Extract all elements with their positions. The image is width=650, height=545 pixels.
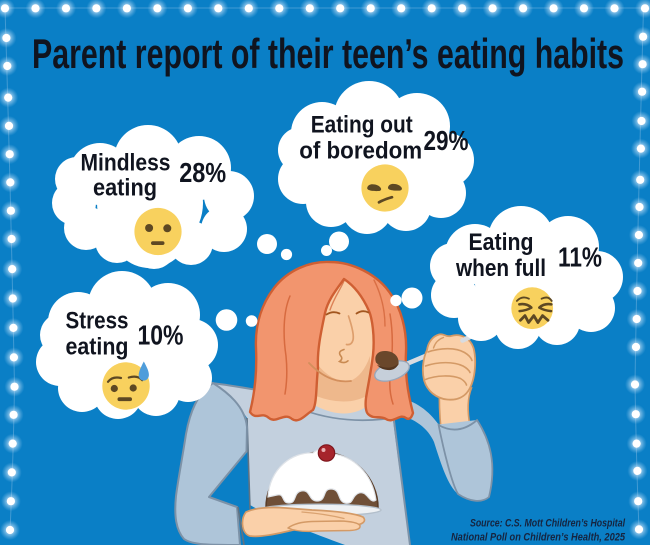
svg-text:eating: eating <box>93 175 157 202</box>
svg-text:29%: 29% <box>424 125 469 156</box>
svg-text:Source: C.S. Mott Children’s H: Source: C.S. Mott Children’s Hospital <box>470 518 626 530</box>
svg-text:eating: eating <box>66 334 129 361</box>
svg-text:Mindless: Mindless <box>81 150 171 177</box>
svg-text:28%: 28% <box>179 157 226 188</box>
svg-text:Parent report of their teen’s: Parent report of their teen’s eating hab… <box>32 30 624 77</box>
svg-text:National Poll on Children’s He: National Poll on Children’s Health, 2025 <box>451 532 626 544</box>
svg-text:of boredom: of boredom <box>299 138 422 165</box>
svg-text:Eating out: Eating out <box>311 112 413 139</box>
svg-text:when full: when full <box>455 255 546 282</box>
svg-text:11%: 11% <box>558 242 602 273</box>
svg-text:10%: 10% <box>138 320 184 351</box>
svg-text:Stress: Stress <box>66 308 129 335</box>
svg-text:Eating: Eating <box>469 229 534 256</box>
